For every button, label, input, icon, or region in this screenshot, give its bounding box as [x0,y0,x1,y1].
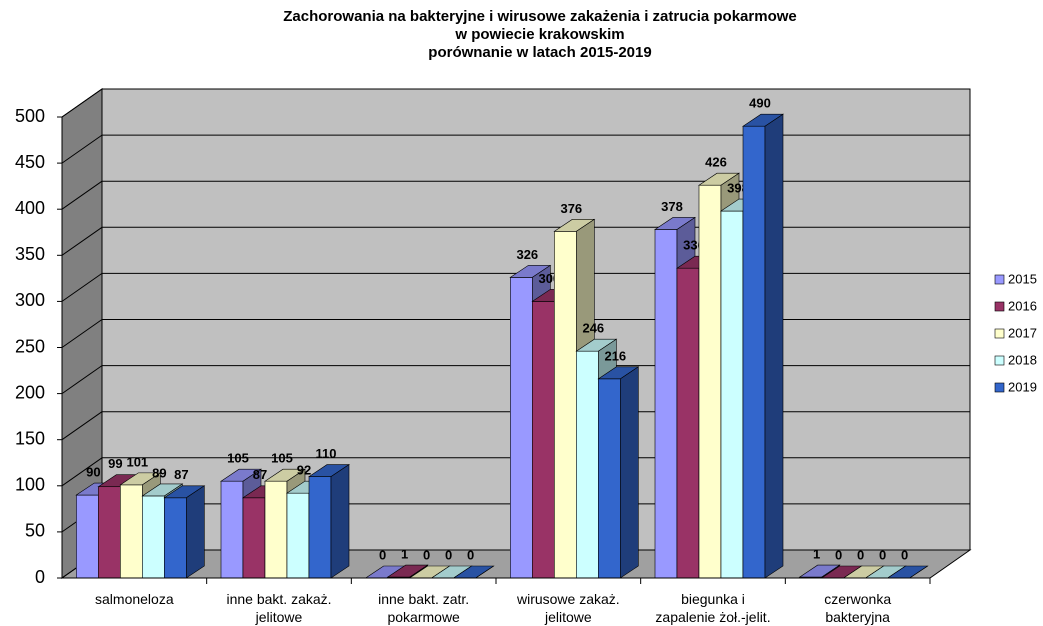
bar-front [676,267,700,579]
data-label: 376 [560,201,582,216]
bar [308,464,350,579]
y-tick-label: 200 [15,382,45,402]
data-label: 92 [297,463,311,478]
data-label: 0 [423,547,430,562]
legend-label: 2015 [1008,271,1037,286]
data-label: 426 [705,155,727,170]
bar-front [654,229,678,579]
bar-side [475,565,494,579]
x-tick-label: inne bakt. zatr. pokarmowe [378,591,470,625]
y-tick-label: 450 [15,152,45,172]
bar-front [510,277,533,579]
legend-label: 2019 [1008,379,1037,394]
legend-label: 2016 [1008,298,1037,313]
data-label: 0 [379,547,386,562]
title-line: Zachorowania na bakteryjne i wirusowe za… [283,8,797,25]
grid-line [61,180,103,210]
legend-swatch [994,328,1005,339]
legend-swatch [994,382,1005,393]
data-label: 0 [901,547,908,562]
legend-swatch [994,301,1005,312]
y-tick-label: 150 [15,428,45,448]
y-tick-label: 50 [25,521,45,541]
data-label: 101 [126,454,148,469]
bar-front [554,231,577,579]
legend-label: 2018 [1008,352,1037,367]
legend-swatch [994,274,1005,285]
bar [597,366,640,579]
chart-title: Zachorowania na bakteryjne i wirusowe za… [200,8,880,62]
legend-label: 2017 [1008,325,1037,340]
data-label: 0 [879,547,886,562]
grid-line [61,88,103,118]
bar-front [98,486,121,579]
data-label: 246 [582,321,604,336]
y-tick-label: 500 [15,106,45,126]
title-line: porównanie w latach 2015-2019 [428,44,652,61]
bar-front [308,476,332,579]
data-label: 378 [661,199,683,214]
grid-line [61,226,103,256]
data-label: 0 [835,547,842,562]
data-label: 0 [467,547,474,562]
bar-front [76,494,99,579]
bar-front [286,492,310,579]
data-label: 110 [316,446,337,461]
data-label: 87 [253,467,267,482]
y-tick-label: 350 [15,244,45,264]
x-tick-label: czerwonka bakteryjna [824,591,892,625]
bar-side [909,565,928,579]
bar [742,113,784,579]
grid-line [61,319,103,348]
bar-front [720,210,744,579]
data-label: 0 [857,547,864,562]
bar-front [142,495,165,579]
bar-front [532,301,555,579]
data-label: 105 [271,451,293,466]
data-label: 1 [401,547,408,562]
data-label: 90 [86,464,100,479]
bar-front [120,484,143,579]
grid-line [61,365,103,395]
bar-front [742,125,766,579]
bar-front [242,497,266,579]
bar-front [264,480,288,579]
data-label: 326 [516,247,538,262]
y-tick-label: 250 [15,336,45,356]
y-tick-label: 400 [15,198,45,218]
bar-side [186,485,205,579]
x-tick-label: inne bakt. zakaż. jelitowe [226,591,332,625]
title-line: w powiecie krakowskim [455,26,625,43]
grid-line [61,134,103,164]
bar-front [576,350,599,579]
legend-swatch [994,355,1005,366]
bar-front [698,184,722,579]
grid-line [61,457,103,487]
bar [163,485,206,579]
bar-front [220,480,244,579]
data-label: 216 [604,348,626,363]
data-label: 0 [445,547,452,562]
data-label: 1 [813,547,820,562]
data-label: 99 [108,456,122,471]
x-tick-label: wirusowe zakaż. jelitowe [516,591,620,625]
x-tick-label: biegunka i zapalenie żoł.-jelit. [655,591,771,625]
data-label: 105 [227,451,249,466]
y-tick-label: 300 [15,290,45,310]
grid-line [61,272,103,302]
data-label: 89 [152,465,166,480]
bar-side [620,366,639,579]
bar-front [164,497,187,579]
bar-side [764,113,784,579]
x-tick-label: salmoneloza [95,591,174,607]
bar-side [330,464,350,579]
data-label: 87 [174,467,188,482]
y-tick-label: 100 [15,475,45,495]
bar-front [598,378,621,579]
grid-line [61,411,103,441]
data-label: 490 [749,96,771,111]
y-tick-label: 0 [35,567,45,587]
